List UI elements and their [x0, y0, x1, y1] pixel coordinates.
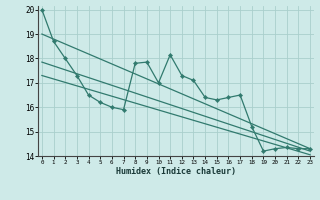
X-axis label: Humidex (Indice chaleur): Humidex (Indice chaleur)	[116, 167, 236, 176]
